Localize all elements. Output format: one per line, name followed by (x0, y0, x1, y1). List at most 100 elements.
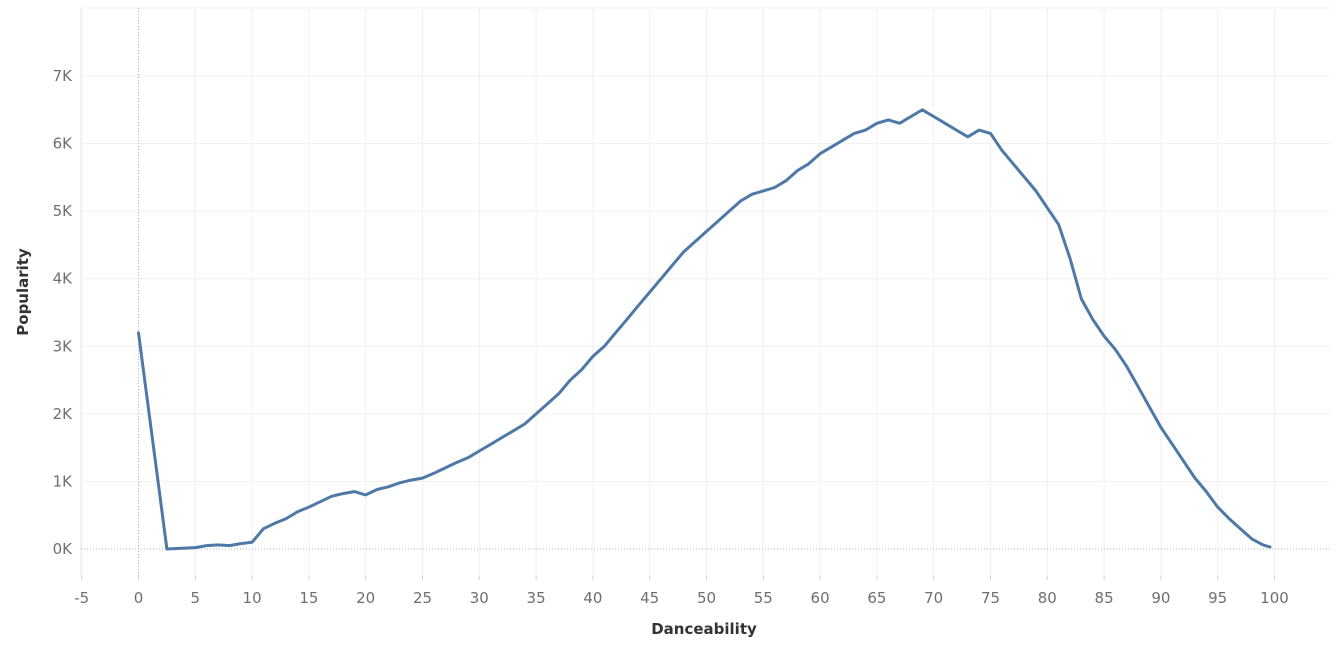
data-point (989, 132, 992, 135)
data-point (466, 456, 470, 459)
data-point (864, 128, 867, 132)
data-point (432, 472, 436, 475)
data-point (319, 500, 322, 503)
y-tick-label: 1K (53, 472, 74, 490)
x-tick-label: 50 (697, 589, 716, 607)
y-tick-label: 7K (53, 67, 74, 85)
data-point (762, 189, 765, 193)
data-point (773, 186, 776, 189)
data-point (1034, 189, 1038, 193)
data-point (614, 331, 617, 334)
data-point (1239, 527, 1242, 530)
x-tick-label: 100 (1260, 589, 1289, 607)
data-point (296, 510, 299, 513)
x-tick-label: 45 (640, 589, 659, 607)
data-point (364, 493, 367, 497)
data-point (671, 264, 674, 267)
data-point (262, 527, 265, 530)
data-point (750, 193, 754, 196)
data-point (921, 108, 924, 112)
data-point (728, 209, 731, 213)
y-axis-title: Popularity (14, 248, 32, 336)
x-tick-label: 70 (924, 589, 943, 607)
data-point (603, 345, 606, 348)
data-point (682, 250, 685, 253)
data-point (387, 485, 390, 488)
data-point (909, 115, 913, 118)
data-point (1125, 365, 1129, 368)
data-point (898, 122, 901, 125)
data-point (875, 122, 879, 125)
data-point (1102, 334, 1106, 338)
x-axis-title: Danceability (651, 620, 757, 638)
data-point (398, 481, 401, 484)
data-point (830, 145, 833, 149)
data-point (216, 543, 220, 547)
data-point (205, 544, 208, 547)
data-point (137, 331, 140, 334)
data-point (637, 304, 640, 307)
data-point (228, 544, 231, 547)
x-axis-ticks: -5 0 5 10 15 20 25 30 35 40 45 50 55 60 65 70 75 80 85 90 95… (74, 576, 1289, 607)
data-point (523, 422, 526, 426)
data-point (739, 199, 742, 203)
data-point (534, 412, 538, 416)
data-point (250, 541, 254, 544)
grid-lines (80, 7, 1330, 576)
data-point (966, 135, 969, 138)
data-point (1068, 257, 1072, 260)
data-point (546, 402, 549, 405)
data-point (716, 220, 720, 223)
data-point (932, 115, 935, 118)
data-point (1268, 545, 1272, 549)
data-point (1091, 318, 1094, 321)
data-point (818, 152, 822, 155)
data-point (1159, 426, 1163, 429)
x-tick-label: 30 (470, 589, 489, 607)
x-tick-label: 85 (1095, 589, 1114, 607)
data-point (512, 429, 515, 432)
data-point (489, 443, 492, 446)
data-point (239, 542, 242, 545)
data-point (1227, 517, 1231, 520)
data-point (165, 547, 169, 551)
data-point (853, 132, 856, 135)
x-tick-label: 25 (413, 589, 432, 607)
y-tick-label: 5K (53, 202, 74, 220)
data-point (341, 492, 345, 495)
data-point (591, 355, 595, 358)
data-point (500, 436, 504, 439)
data-point (444, 466, 447, 470)
data-point (977, 128, 981, 132)
data-point (580, 368, 583, 372)
data-point (307, 505, 311, 509)
x-tick-label: 95 (1208, 589, 1227, 607)
data-point (273, 522, 276, 525)
data-point (1216, 505, 1219, 509)
x-tick-label: 0 (134, 589, 144, 607)
data-point (1182, 460, 1185, 463)
data-point (194, 546, 197, 549)
y-axis-ticks: 0K 1K 2K 3K 4K 5K 6K 7K (53, 67, 74, 558)
x-tick-label: 40 (583, 589, 602, 607)
data-point (693, 240, 697, 243)
data-point (625, 318, 629, 321)
data-point (1000, 149, 1004, 152)
data-point (421, 476, 424, 480)
data-point (409, 478, 413, 482)
data-point (1261, 543, 1265, 547)
y-tick-label: 4K (53, 270, 74, 288)
data-point (1080, 297, 1083, 301)
data-point (784, 179, 788, 182)
data-point (375, 488, 379, 491)
x-tick-label: 65 (867, 589, 886, 607)
data-point (1205, 490, 1208, 493)
x-tick-label: 55 (754, 589, 773, 607)
data-point (648, 291, 651, 294)
x-tick-label: 35 (527, 589, 546, 607)
y-tick-label: 3K (53, 337, 74, 355)
data-point (1137, 385, 1140, 388)
data-point (1057, 223, 1060, 226)
data-point (330, 495, 333, 498)
plot-series (137, 108, 1272, 551)
